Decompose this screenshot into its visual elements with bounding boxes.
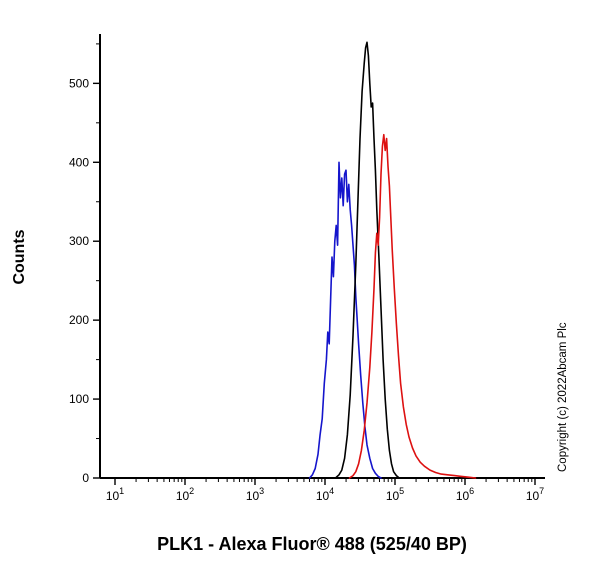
y-tick-label: 500	[69, 76, 89, 90]
histogram-curve-blue	[308, 161, 382, 479]
y-tick-label: 100	[69, 392, 89, 406]
x-tick-label: 105	[386, 486, 404, 503]
x-axis-title: PLK1 - Alexa Fluor® 488 (525/40 BP)	[157, 534, 467, 554]
x-tick-label: 101	[106, 486, 124, 503]
x-tick-label: 107	[526, 486, 544, 503]
chart-plot-area: 101 102 103 104 105 106 107 0 100 200 300 400 500	[69, 34, 545, 503]
histogram-curve-black	[334, 41, 401, 479]
y-tick-label: 0	[82, 471, 89, 485]
copyright-notice: Copyright (c) 2022Abcam Plc	[557, 322, 569, 472]
x-tick-label: 106	[456, 486, 474, 503]
x-tick-label: 102	[176, 486, 194, 503]
x-tick-label: 103	[246, 486, 264, 503]
y-tick-label: 400	[69, 155, 89, 169]
x-tick-label: 104	[316, 486, 334, 503]
y-tick-label: 200	[69, 313, 89, 327]
y-axis-title: Counts	[11, 229, 28, 284]
y-tick-label: 300	[69, 234, 89, 248]
histogram-curve-red	[348, 133, 477, 479]
